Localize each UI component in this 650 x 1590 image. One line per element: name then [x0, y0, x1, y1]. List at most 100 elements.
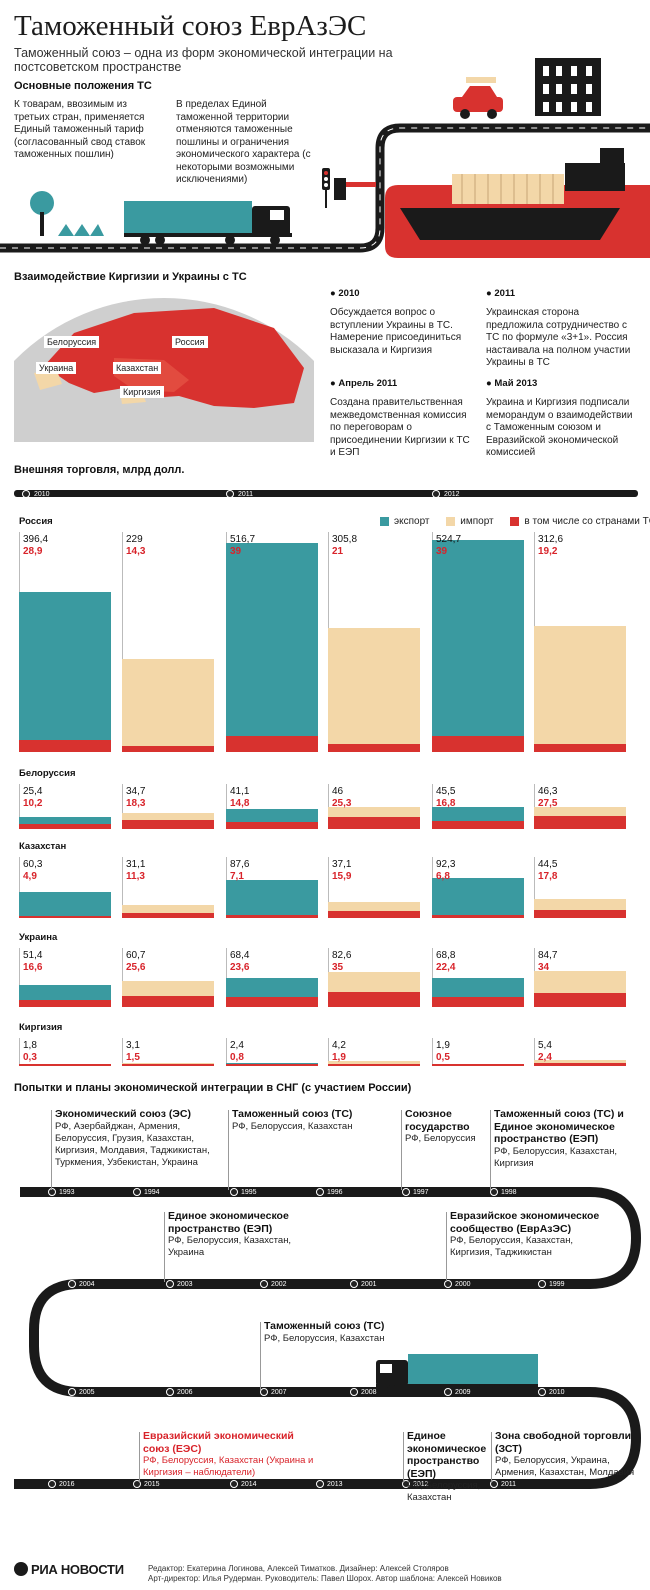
timeline-item-title: Единое экономическое пространство (ЕЭП): [168, 1210, 289, 1235]
timeline-dot: [133, 1480, 141, 1488]
ts-trade-bar: [226, 821, 318, 829]
timeline-connector: [490, 1110, 491, 1190]
timeline-dot: [133, 1188, 141, 1196]
timeline-item: Союзное государство РФ, Белоруссия: [405, 1108, 490, 1145]
ts-trade-bar: [534, 815, 626, 829]
timeline-item-text: РФ, Белоруссия, Казахстан: [232, 1120, 353, 1132]
bar-guide: [534, 1038, 535, 1066]
bar-guide: [122, 857, 123, 918]
export-bar: [19, 891, 111, 918]
timeline-item-title: Евразийский экономический союз (ЕЭС): [143, 1430, 294, 1455]
timeline-item-text: РФ, Белоруссия, Украина, Армения, Казахс…: [495, 1455, 635, 1478]
timeline-year: 2013: [327, 1481, 343, 1488]
bar-guide: [328, 784, 329, 829]
timeline-dot: [402, 1188, 410, 1196]
ts-trade-bar: [432, 736, 524, 752]
timeline-item-title: Единое экономическое пространство (ЕЭП): [407, 1430, 487, 1480]
timeline-item-text: РФ, Азербайджан, Армения, Белоруссия, Гр…: [55, 1120, 210, 1168]
ts-trade-bar: [19, 824, 111, 829]
ts-trade-bar: [534, 744, 626, 752]
ts-value-label: 17,8: [538, 871, 558, 882]
timeline-connector: [446, 1212, 447, 1282]
ts-value-label: 1,5: [126, 1052, 140, 1063]
globe-map: [14, 298, 314, 442]
import-bar: [122, 659, 214, 752]
bar-value-label: 51,4: [23, 950, 43, 961]
country-label: Россия: [19, 516, 53, 527]
bar-value-label: 92,3: [436, 859, 456, 870]
ts-value-label: 14,3: [126, 546, 146, 557]
ts-trade-bar: [534, 1063, 626, 1066]
country-label: Киргизия: [19, 1022, 63, 1033]
ts-value-label: 0,5: [436, 1052, 450, 1063]
event-2011: ● 2011 Украинская сторона предложила сот…: [486, 288, 631, 368]
ts-trade-bar: [328, 911, 420, 918]
ts-trade-bar: [19, 740, 111, 752]
trade-chart-title: Внешняя торговля, млрд долл.: [14, 464, 185, 476]
bar-value-label: 37,1: [332, 859, 352, 870]
chart-legend: экспорт импорт в том числе со странами Т…: [380, 516, 650, 527]
ts-value-label: 16,6: [23, 962, 43, 973]
bar-guide: [122, 1038, 123, 1066]
bar-value-label: 34,7: [126, 786, 146, 797]
timeline-dot: [490, 1480, 498, 1488]
timeline-connector: [164, 1212, 165, 1282]
bar-guide: [328, 1038, 329, 1066]
ts-value-label: 7,1: [230, 871, 244, 882]
ts-trade-bar: [328, 992, 420, 1007]
ship-icon: [385, 148, 650, 258]
bar-value-label: 31,1: [126, 859, 146, 870]
bar-guide: [19, 948, 20, 1007]
ts-trade-bar: [226, 1064, 318, 1066]
ts-trade-bar: [328, 743, 420, 752]
ts-value-label: 6,8: [436, 871, 450, 882]
map-label-kyrgyzstan: Киргизия: [120, 386, 164, 398]
timeline-item-title: Экономический союз (ЭС): [55, 1108, 191, 1120]
bar-guide: [122, 784, 123, 829]
bar-value-label: 516,7: [230, 534, 256, 545]
ts-value-label: 34: [538, 962, 550, 973]
tree-icon: [30, 191, 104, 236]
ts-trade-bar: [432, 997, 524, 1007]
timeline-connector: [403, 1432, 404, 1482]
provision-right: В пределах Единой таможенной территории …: [176, 99, 311, 185]
timeline-dot: [48, 1480, 56, 1488]
timeline-item-text: РФ, Белоруссия, Казахстан: [407, 1480, 481, 1503]
timeline-item-text: РФ, Белоруссия: [405, 1133, 476, 1144]
timeline-item-text: РФ, Белоруссия, Казахстан: [264, 1332, 385, 1344]
timeline-heading: Попытки и планы экономической интеграции…: [14, 1082, 412, 1094]
bar-guide: [122, 948, 123, 1007]
ts-trade-bar: [226, 996, 318, 1007]
bar-value-label: 46: [332, 786, 344, 797]
bar-value-label: 25,4: [23, 786, 43, 797]
map-label-kazakhstan: Казахстан: [113, 362, 162, 374]
timeline-year: 1999: [549, 1281, 565, 1288]
bar-value-label: 3,1: [126, 1040, 140, 1051]
timeline-year: 2012: [413, 1481, 429, 1488]
timeline-dot: [444, 1388, 452, 1396]
timeline-year: 1995: [241, 1189, 257, 1196]
timeline-dot: [166, 1280, 174, 1288]
ts-value-label: 25,3: [332, 798, 352, 809]
page-subtitle: Таможенный союз – одна из форм экономиче…: [14, 46, 393, 74]
timeline-connector: [139, 1432, 140, 1482]
timeline-item-title: Таможенный союз (ТС): [264, 1320, 385, 1332]
bar-value-label: 82,6: [332, 950, 352, 961]
timeline-dot: [538, 1280, 546, 1288]
ts-value-label: 27,5: [538, 798, 558, 809]
ts-value-label: 25,6: [126, 962, 146, 973]
timeline-item: Единое экономическое пространство (ЕЭП) Р…: [168, 1210, 318, 1259]
event-2010: ● 2010 Обсуждается вопрос о вступлении У…: [330, 288, 462, 356]
bar-value-label: 87,6: [230, 859, 250, 870]
ts-trade-bar: [432, 915, 524, 918]
timeline-year: 2001: [361, 1281, 377, 1288]
timeline-dot: [402, 1480, 410, 1488]
timeline-year: 2005: [79, 1389, 95, 1396]
country-label: Казахстан: [19, 841, 67, 852]
timeline-item-title: Евразийское экономическое сообщество (Ев…: [450, 1210, 600, 1235]
truck-icon: [124, 201, 292, 245]
bar-value-label: 2,4: [230, 1040, 244, 1051]
bar-guide: [226, 948, 227, 1007]
timeline-year: 2006: [177, 1389, 193, 1396]
bar-value-label: 41,1: [230, 786, 250, 797]
